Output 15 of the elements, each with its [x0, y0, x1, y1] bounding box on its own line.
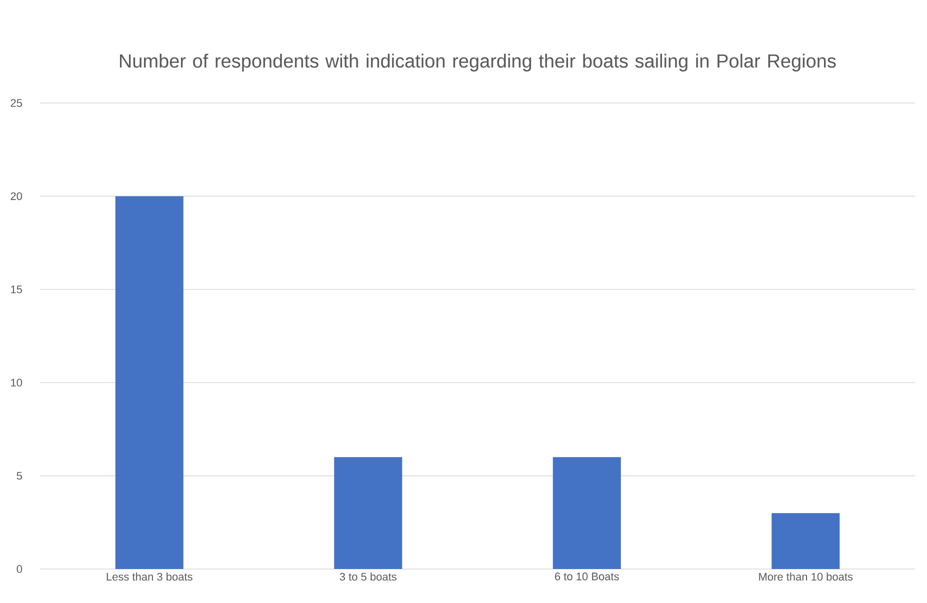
chart-title: Number of respondents with indication regarding their boats sailing in Polar Regions — [120, 54, 836, 72]
y-tick-label: 25 — [10, 99, 22, 107]
y-tick-label: 10 — [11, 378, 22, 386]
y-tick-label: 20 — [10, 192, 22, 200]
bar — [772, 513, 840, 569]
bar — [552, 457, 621, 569]
bar — [115, 196, 184, 569]
x-tick-label: 6 to 10 Boats — [555, 572, 619, 580]
x-tick-label: Less than 3 boats — [106, 572, 192, 581]
bar — [334, 457, 402, 569]
x-tick-label: 3 to 5 boats — [340, 572, 396, 581]
x-tick-label: More than 10 boats — [759, 572, 853, 581]
y-tick-label: 0 — [16, 565, 22, 573]
y-tick-label: 15 — [11, 286, 22, 294]
y-tick-label: 5 — [16, 472, 22, 480]
